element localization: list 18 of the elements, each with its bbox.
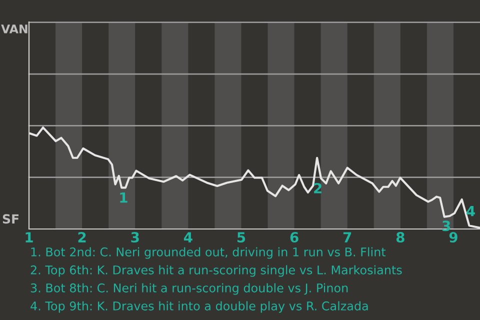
x-tick-label: 3 <box>131 232 139 243</box>
x-tick-label: 1 <box>26 232 33 242</box>
x-tick-label: 6 <box>290 232 298 243</box>
x-tick-label: 2 <box>78 232 86 242</box>
text: VAN <box>1 24 28 34</box>
text: 2. Top 6th: K. Draves hit a run-scoring single vs L. Markosiants <box>30 265 402 277</box>
text: 4. Top 9th: K. Draves hit into a double play vs R. Calzada <box>30 301 368 313</box>
x-tick-label: 5 <box>237 232 246 243</box>
x-tick-label: 8 <box>396 232 404 243</box>
annotation: 2 <box>314 183 322 194</box>
annotation: 4 <box>466 206 475 216</box>
x-tick-label: 4 <box>184 232 192 242</box>
x-tick-label: 9 <box>449 232 458 243</box>
x-tick-label: 7 <box>343 232 352 242</box>
annotation: 1 <box>120 192 128 203</box>
text: SF <box>2 214 18 224</box>
text: 3. Bot 8th: C. Neri hit a run-scoring double vs J. Pinon <box>30 283 348 295</box>
text: 1. Bot 2nd: C. Neri grounded out, driving in 1 run vs B. Flint <box>31 247 386 259</box>
